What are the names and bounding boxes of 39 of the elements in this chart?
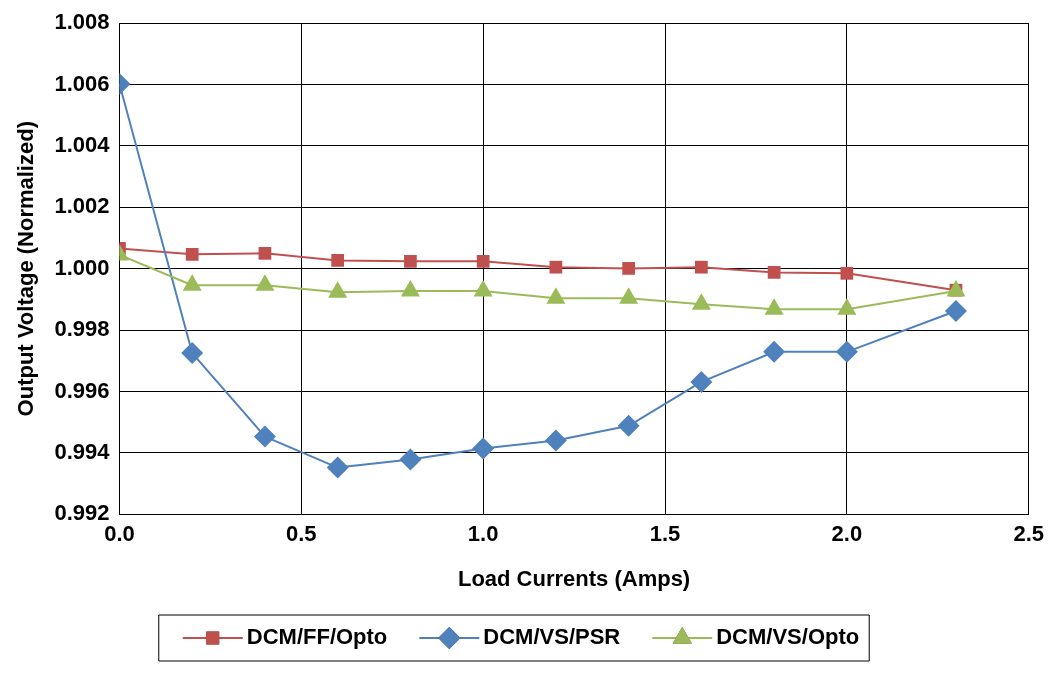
y-tick-label: 0.994 — [54, 438, 111, 464]
point — [326, 456, 349, 479]
point — [476, 254, 490, 268]
point — [767, 266, 781, 279]
point — [544, 429, 567, 452]
point — [185, 247, 199, 261]
point — [258, 246, 272, 260]
x-tick-label: 1.5 — [649, 521, 681, 547]
y-tick-label: 1.008 — [54, 9, 110, 35]
y-tick-label: 0.998 — [54, 316, 110, 342]
y-tick-label: 1.000 — [54, 254, 110, 280]
point — [549, 260, 563, 274]
y-tick-label: 1.006 — [54, 70, 110, 96]
x-tick-label: 2.0 — [831, 521, 863, 547]
x-tick-label: 0.5 — [286, 521, 317, 547]
legend-label: DCM/VS/PSR — [428, 624, 621, 650]
point — [181, 342, 204, 365]
point — [840, 266, 854, 280]
point — [399, 448, 422, 471]
point — [331, 254, 345, 267]
x-tick-label: 1.0 — [467, 521, 499, 547]
x-tick-label: 2.5 — [1013, 521, 1045, 547]
y-tick-label: 0.996 — [54, 377, 110, 403]
point — [253, 425, 276, 448]
point — [944, 300, 967, 323]
point — [690, 370, 713, 393]
y-tick-label: 1.004 — [54, 132, 111, 158]
point — [835, 340, 858, 363]
point — [404, 254, 417, 268]
point — [763, 340, 786, 363]
x-axis-title: Load Currents (Amps) — [457, 565, 691, 591]
point — [472, 437, 495, 460]
point — [622, 262, 635, 275]
point — [695, 260, 708, 274]
legend-label: DCM/FF/Opto — [191, 624, 388, 650]
y-axis-title: Output Voltage (Normalized) — [13, 121, 39, 417]
point — [617, 414, 640, 437]
y-tick-label: 1.002 — [54, 193, 110, 219]
legend-label: DCM/VS/Opto — [661, 624, 860, 650]
